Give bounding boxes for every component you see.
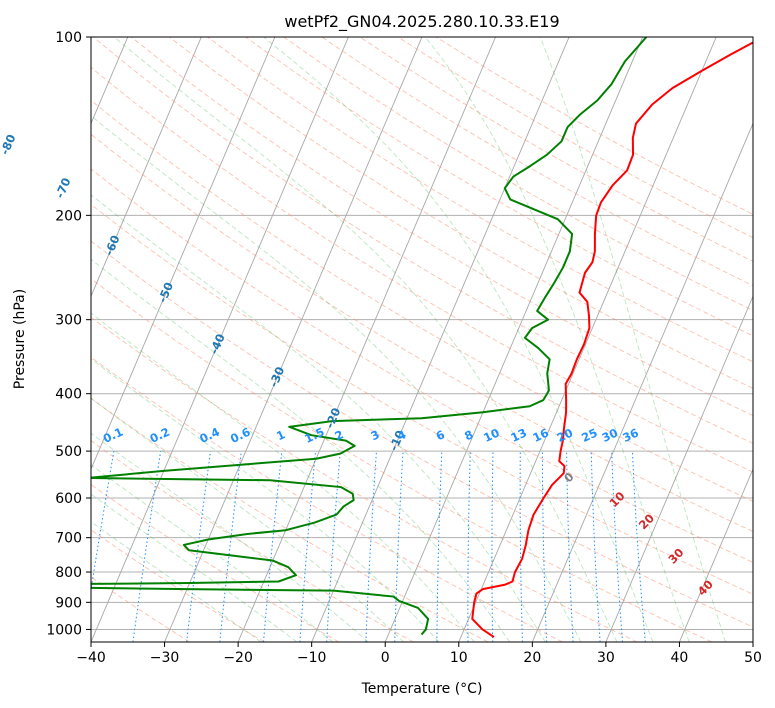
isotherm-line	[531, 122, 753, 642]
dry-adiabat-line	[91, 240, 753, 628]
dry-adiabat-line	[91, 397, 489, 642]
dry-adiabat-line	[169, 37, 753, 389]
x-tick-label: 20	[523, 650, 541, 666]
temperature-profile-line	[471, 41, 753, 638]
x-tick-label: −40	[76, 650, 106, 666]
mixing-ratio-label: 30	[600, 426, 620, 445]
y-tick-label: 100	[55, 30, 82, 46]
moist-adiabat-line	[91, 194, 546, 642]
moist-adiabat-line	[91, 521, 262, 642]
plot-frame	[90, 36, 754, 643]
moist-adiabat-line	[91, 115, 582, 642]
isotherm-line	[605, 295, 753, 642]
dry-adiabat-line	[131, 37, 753, 417]
dry-adiabat-line	[91, 278, 712, 642]
x-tick-label: −20	[223, 650, 253, 666]
isotherm-line	[458, 37, 717, 642]
mixing-ratio-line	[91, 451, 115, 593]
dry-adiabat-line	[91, 133, 753, 532]
mixing-ratio-line	[263, 451, 283, 642]
x-tick-label: −30	[150, 650, 180, 666]
mixing-ratio-label: 10	[481, 426, 501, 445]
dry-adiabat-line	[91, 99, 753, 502]
dry-adiabat-line	[91, 483, 340, 642]
x-axis-label: Temperature (°C)	[361, 681, 483, 697]
moist-adiabat-line	[91, 312, 475, 642]
mixing-ratio-label: 36	[620, 426, 640, 445]
moist-adiabat-line	[424, 37, 690, 642]
x-tick-label: 0	[381, 650, 390, 666]
x-tick-label: 50	[744, 650, 762, 666]
dewpoint-profile-line	[91, 37, 648, 636]
moist-adiabat-line	[91, 358, 440, 642]
moist-adiabat-line	[539, 37, 727, 642]
moist-adiabat-line	[91, 464, 333, 642]
dry-adiabat-line	[91, 168, 753, 563]
mixing-ratio-line	[219, 451, 242, 642]
mixing-ratio-label: 25	[579, 426, 599, 445]
dry-adiabat-line	[91, 316, 638, 642]
isotherm-line	[164, 37, 423, 642]
y-tick-label: 900	[55, 595, 82, 611]
mixing-ratio-line	[186, 451, 212, 642]
mixing-ratio-label: 16	[530, 426, 550, 445]
x-tick-label: −10	[297, 650, 327, 666]
dry-adiabat-line	[91, 529, 265, 642]
isotherm-line	[91, 37, 276, 471]
y-axis-label: Pressure (hPa)	[12, 289, 28, 389]
y-tick-label: 300	[55, 313, 82, 329]
isotherm-line	[91, 37, 202, 298]
y-tick-label: 400	[55, 387, 82, 403]
chart-title: wetPf2_GN04.2025.280.10.33.E19	[284, 12, 559, 32]
y-tick-label: 600	[55, 491, 82, 507]
moist-adiabat-line	[91, 397, 404, 642]
moist-adiabat-line	[263, 37, 654, 642]
dry-adiabat-line	[91, 356, 563, 642]
dry-adiabat-line	[91, 440, 414, 642]
mixing-ratio-line	[132, 451, 162, 642]
y-tick-label: 200	[55, 208, 82, 224]
moist-adiabat-line	[91, 258, 511, 642]
isotherm-line	[384, 37, 644, 642]
moist-adiabat-line	[113, 37, 618, 642]
moist-adiabat-line	[91, 493, 298, 642]
isotherm-line	[91, 37, 349, 642]
mixing-ratio-line	[299, 451, 317, 642]
dry-adiabat-line	[207, 37, 753, 363]
moist-adiabat-line	[91, 432, 369, 642]
y-tick-label: 700	[55, 531, 82, 547]
y-tick-label: 800	[55, 565, 82, 581]
mixing-ratio-label: 13	[508, 426, 528, 445]
x-tick-label: 40	[671, 650, 689, 666]
x-tick-label: 10	[450, 650, 468, 666]
x-tick-label: 30	[597, 650, 615, 666]
y-tick-label: 500	[55, 444, 82, 460]
isotherm-line	[237, 37, 496, 642]
isotherm-line	[679, 467, 753, 642]
y-tick-label: 1000	[46, 622, 82, 638]
dry-adiabat-line	[91, 203, 753, 595]
mixing-ratio-label: 20	[555, 426, 575, 445]
